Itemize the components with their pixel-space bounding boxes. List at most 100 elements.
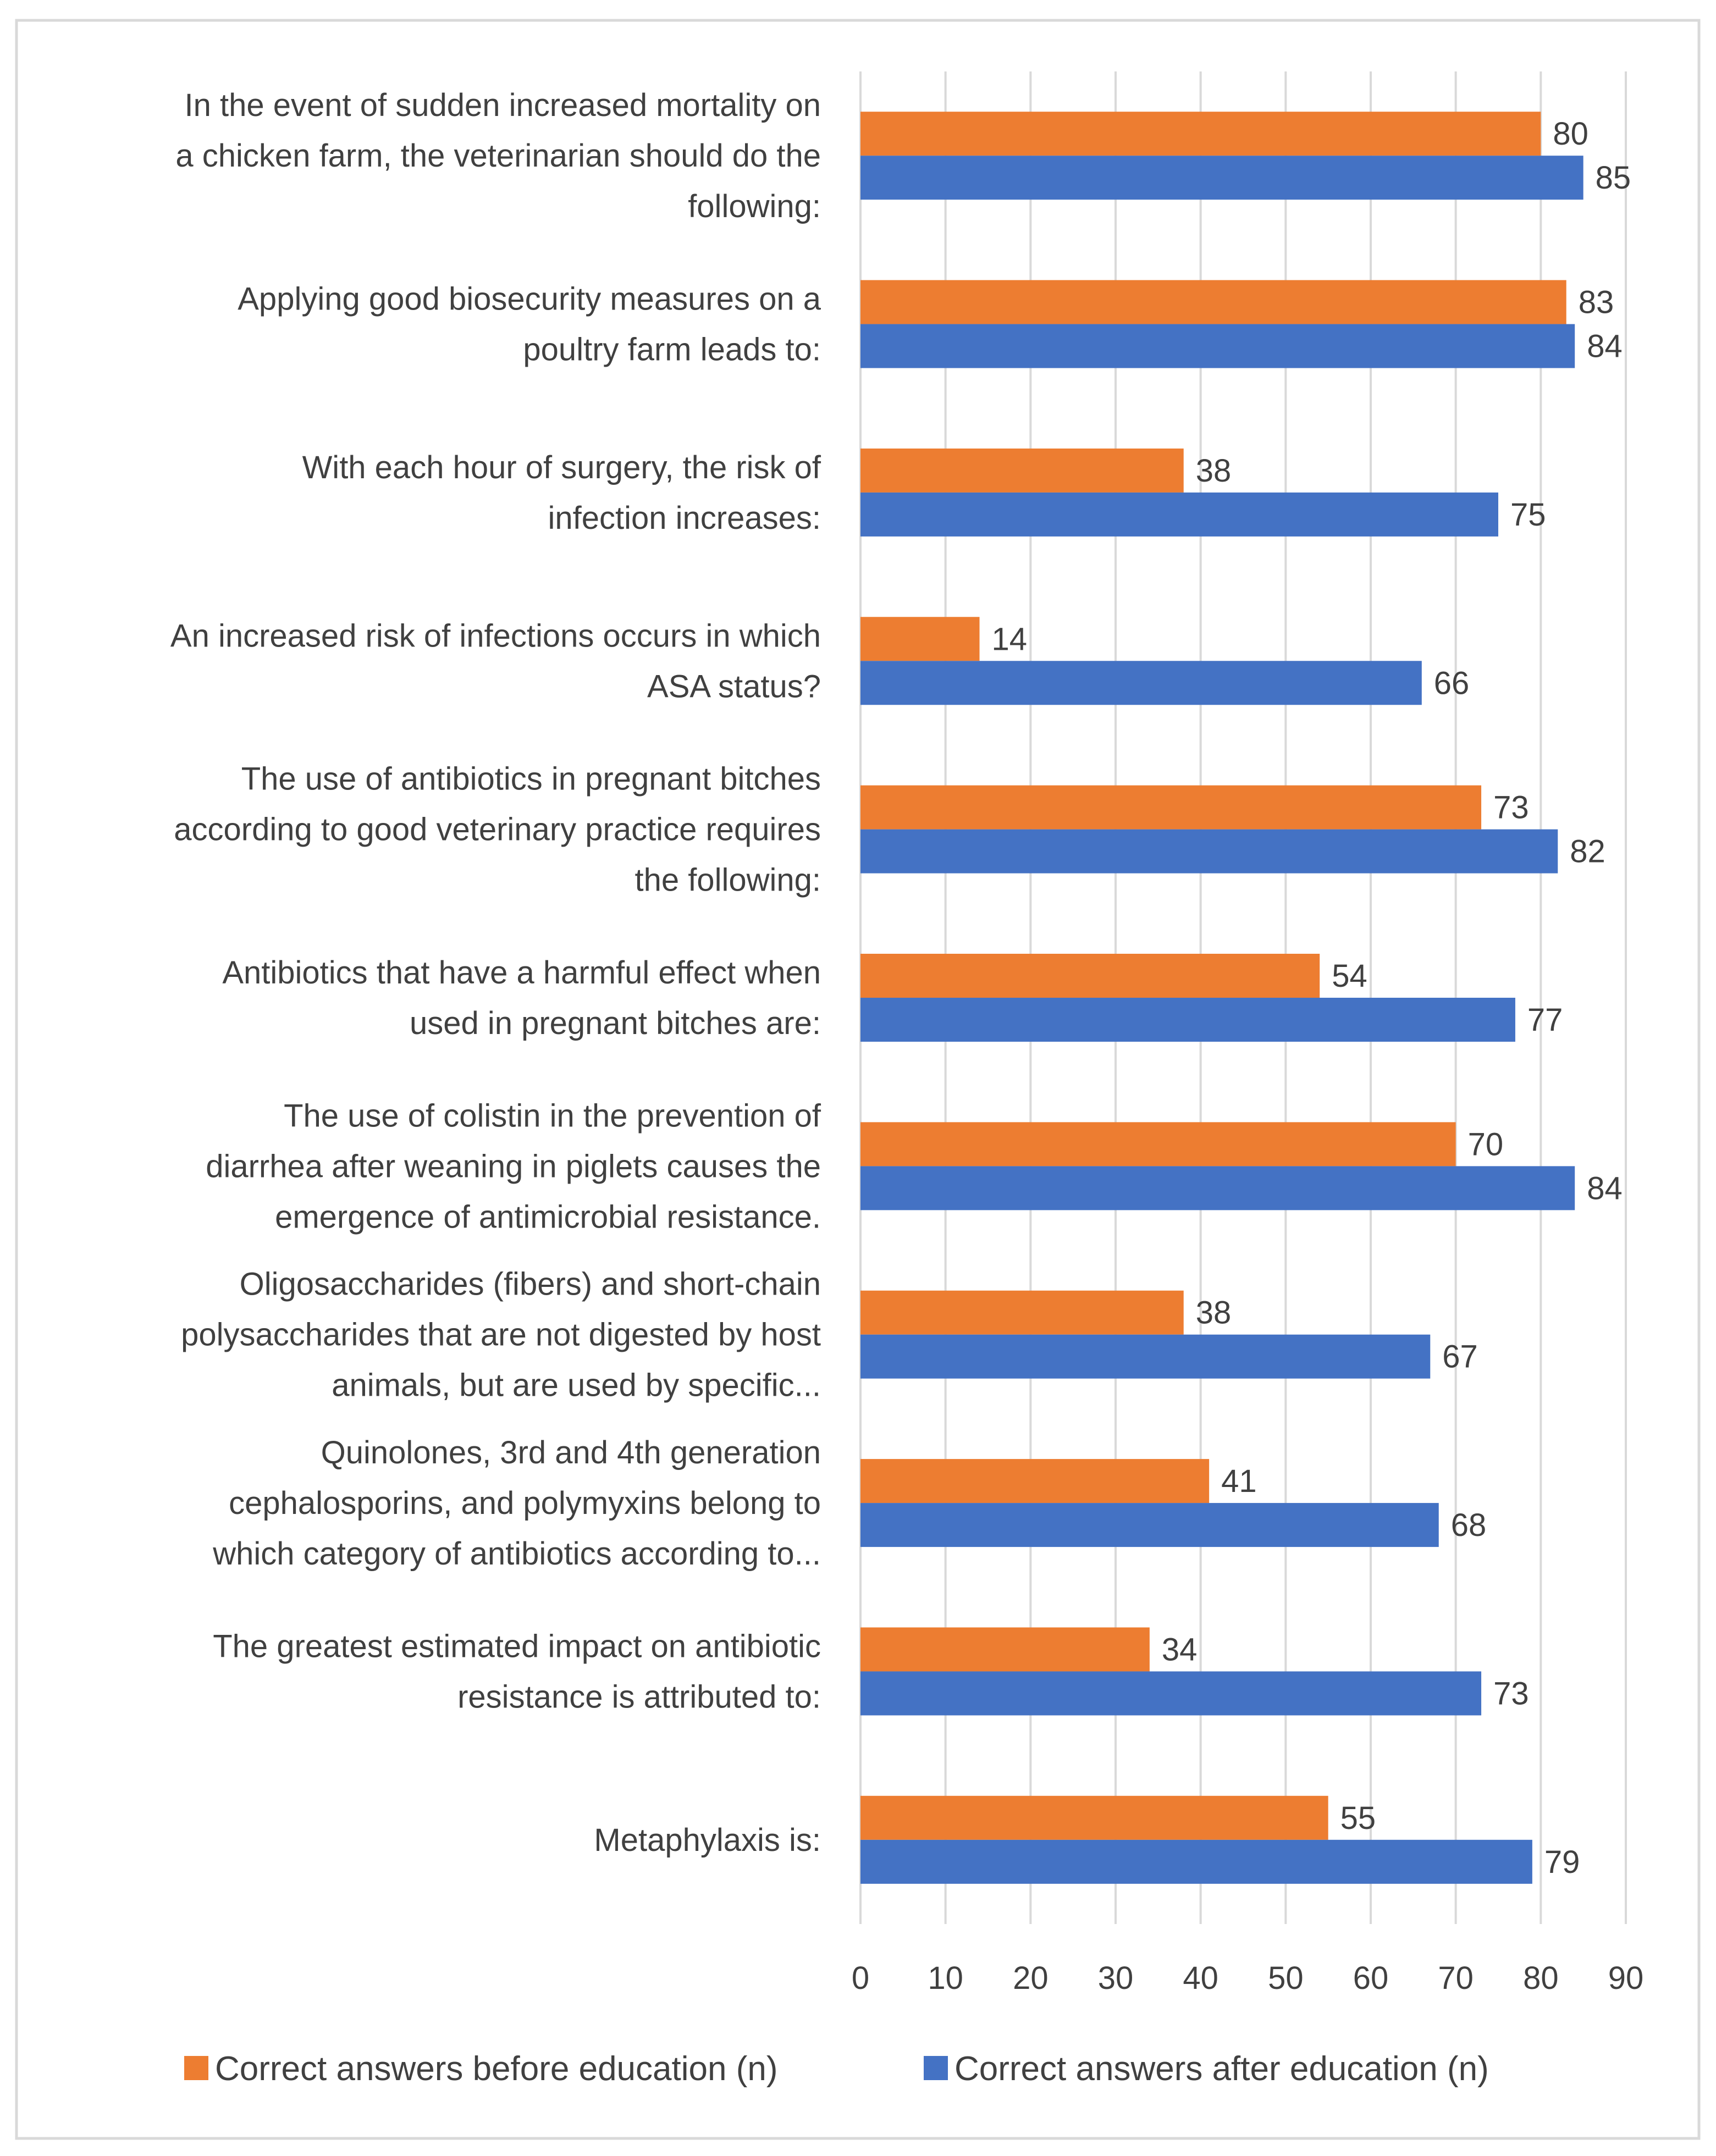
data-label: 84: [1587, 1170, 1623, 1206]
category-label: The use of antibiotics in pregnant bitch…: [174, 761, 821, 898]
category-label-line: poultry farm leads to:: [523, 332, 821, 368]
category-label: The use of colistin in the prevention of…: [206, 1098, 821, 1235]
data-label: 55: [1340, 1800, 1376, 1836]
category-label-line: The greatest estimated impact on antibio…: [213, 1628, 821, 1664]
category-label-line: In the event of sudden increased mortali…: [185, 87, 821, 123]
category-labels: In the event of sudden increased mortali…: [170, 87, 821, 1858]
category-label-line: An increased risk of infections occurs i…: [170, 618, 821, 654]
data-label: 14: [992, 621, 1028, 657]
category-label: Metaphylaxis is:: [594, 1822, 821, 1858]
data-label: 83: [1579, 285, 1614, 320]
category-label-line: ASA status?: [647, 668, 821, 704]
bar-after: [860, 661, 1422, 705]
x-tick-label: 0: [852, 1960, 869, 1996]
bar-after: [860, 492, 1498, 537]
data-label: 38: [1196, 453, 1232, 489]
category-label-line: the following:: [634, 863, 821, 898]
bar-after: [860, 324, 1575, 368]
data-label: 73: [1493, 790, 1529, 826]
category-label: Applying good biosecurity measures on a p…: [238, 281, 821, 368]
data-label: 41: [1221, 1463, 1257, 1499]
category-label-line: Applying good biosecurity measures on a: [238, 281, 821, 317]
x-tick-label: 60: [1353, 1960, 1389, 1996]
bar-after: [860, 1839, 1532, 1884]
bar-after: [860, 829, 1558, 874]
category-label-line: following:: [688, 189, 821, 224]
bar-before: [860, 1795, 1328, 1840]
x-axis-ticks: 0 10 20 30 40 50 60 70 80 90: [852, 1960, 1643, 1996]
data-label: 70: [1468, 1126, 1504, 1162]
category-label: Antibiotics that have a harmful effect w…: [222, 955, 821, 1041]
bar-before: [860, 1290, 1184, 1335]
category-label-line: Quinolones, 3rd and 4th generation: [321, 1435, 821, 1470]
category-label-line: polysaccharides that are not digested by…: [181, 1317, 821, 1353]
data-label: 73: [1493, 1676, 1529, 1711]
x-tick-label: 20: [1013, 1960, 1049, 1996]
category-label-line: Metaphylaxis is:: [594, 1822, 821, 1858]
category-label-line: according to good veterinary practice re…: [174, 812, 821, 848]
category-label-line: animals, but are used by specific...: [332, 1368, 821, 1403]
legend-label: Correct answers after education (n): [954, 2050, 1489, 2088]
category-label-line: a chicken farm, the veterinarian should …: [175, 138, 821, 174]
data-label: 84: [1587, 329, 1623, 364]
x-tick-label: 40: [1183, 1960, 1218, 1996]
x-tick-label: 10: [928, 1960, 963, 1996]
legend-label: Correct answers before education (n): [215, 2050, 777, 2088]
category-label-line: which category of antibiotics according …: [212, 1536, 821, 1572]
category-label-line: resistance is attributed to:: [457, 1679, 821, 1715]
bar-before: [860, 785, 1482, 830]
data-label: 80: [1553, 116, 1588, 152]
gridlines: [859, 71, 1627, 1924]
legend-swatch-before: [184, 2056, 208, 2080]
data-label: 34: [1162, 1632, 1198, 1667]
category-label: Oligosaccharides (fibers) and short-chai…: [181, 1267, 821, 1403]
category-label-line: Antibiotics that have a harmful effect w…: [222, 955, 821, 991]
category-label-line: diarrhea after weaning in piglets causes…: [206, 1148, 821, 1184]
category-label-line: used in pregnant bitches are:: [410, 1005, 821, 1041]
bar-after: [860, 156, 1583, 200]
bar-after: [860, 1671, 1482, 1716]
x-tick-label: 30: [1098, 1960, 1134, 1996]
x-tick-label: 70: [1438, 1960, 1474, 1996]
x-tick-label: 80: [1523, 1960, 1559, 1996]
legend: Correct answers before education (n) Corr…: [184, 2050, 1489, 2088]
category-label-line: infection increases:: [548, 500, 821, 536]
data-label: 38: [1196, 1295, 1232, 1331]
x-tick-label: 50: [1268, 1960, 1304, 1996]
data-label: 79: [1544, 1844, 1580, 1880]
chart-border: [15, 19, 1701, 2140]
data-label: 54: [1332, 958, 1367, 994]
bar-after: [860, 1166, 1575, 1210]
bar-before: [860, 617, 980, 661]
category-label: In the event of sudden increased mortali…: [175, 87, 821, 224]
bar-before: [860, 954, 1320, 998]
category-label-line: The use of antibiotics in pregnant bitch…: [241, 761, 821, 797]
bar-after: [860, 1334, 1431, 1379]
category-label: The greatest estimated impact on antibio…: [213, 1628, 821, 1715]
category-label: With each hour of surgery, the risk of in…: [302, 450, 821, 536]
category-label-line: cephalosporins, and polymyxins belong to: [229, 1485, 821, 1521]
bar-after: [860, 998, 1515, 1042]
category-label-line: With each hour of surgery, the risk of: [302, 450, 821, 485]
data-label: 67: [1442, 1339, 1478, 1375]
bar-before: [860, 448, 1184, 493]
bar-before: [860, 1122, 1456, 1167]
category-label: Quinolones, 3rd and 4th generation cephal…: [212, 1435, 821, 1572]
bar-after: [860, 1503, 1439, 1547]
bar-before: [860, 1627, 1150, 1672]
category-label-line: Oligosaccharides (fibers) and short-chai…: [240, 1267, 821, 1302]
data-label: 82: [1570, 834, 1605, 870]
category-label: An increased risk of infections occurs i…: [170, 618, 821, 704]
bar-before: [860, 112, 1541, 156]
data-label: 66: [1434, 665, 1470, 701]
data-label: 75: [1510, 497, 1546, 533]
data-label: 85: [1596, 160, 1631, 196]
data-label: 68: [1451, 1507, 1487, 1543]
bar-before: [860, 1459, 1210, 1503]
category-label-line: emergence of antimicrobial resistance.: [275, 1199, 821, 1235]
data-label: 77: [1527, 1002, 1563, 1038]
category-label-line: The use of colistin in the prevention of: [284, 1098, 821, 1134]
bar-before: [860, 280, 1566, 324]
